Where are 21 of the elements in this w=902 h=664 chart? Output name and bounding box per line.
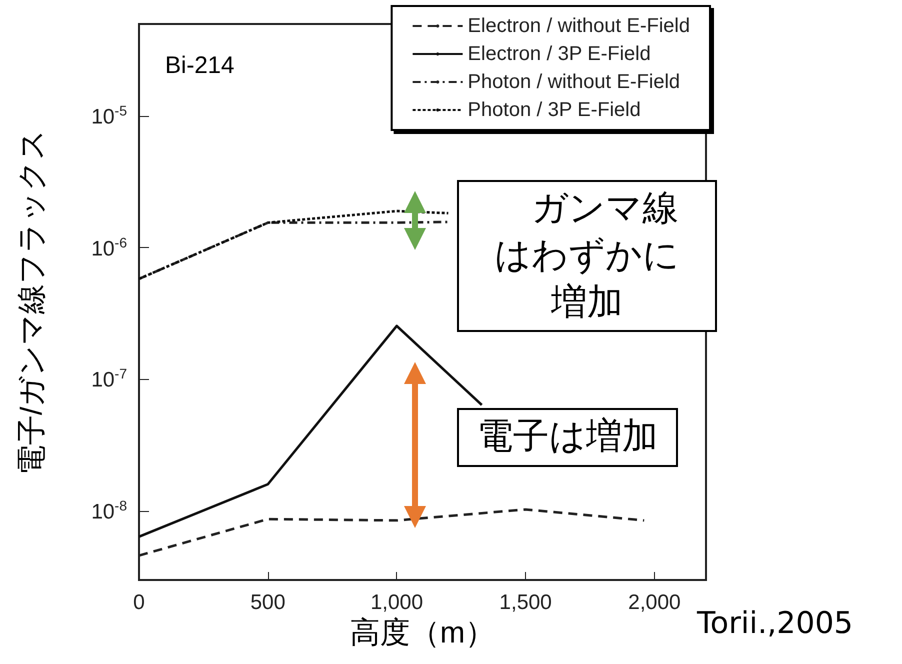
y-tick-label: 10$^{-8}$ [91, 498, 127, 525]
text: Torii.,2005 [697, 605, 854, 643]
y-tick-label: 10$^{-5}$ [91, 102, 127, 130]
annotation: 電子は増加 [477, 415, 658, 459]
legend-label: Electron / 3P E-Field [468, 43, 651, 65]
legend-label: Photon / without E-Field [468, 71, 680, 93]
y-tick-label: 10$^{-6}$ [91, 234, 127, 262]
x-tick-label: 2,000 [628, 591, 681, 614]
x-tick-label: 1,000 [370, 591, 424, 614]
line-series [138, 508, 646, 557]
annotation: ガンマ線はわずかに増加 [493, 187, 680, 325]
x-axis-title: 高度（m） [350, 616, 495, 650]
annotation: Bi-214 [165, 51, 234, 81]
x-tick-label: 0 [133, 591, 145, 614]
y-tick-label: 10$^{-7}$ [91, 366, 127, 393]
x-tick-label: 1,500 [499, 591, 552, 614]
legend-label: Electron / without E-Field [468, 15, 690, 37]
x-tick-label: 500 [250, 591, 286, 614]
legend-label: Photon / 3P E-Field [468, 99, 641, 121]
y-axis-title: 電子/ガンマ線フラックス [16, 128, 48, 476]
line-series [138, 210, 450, 280]
